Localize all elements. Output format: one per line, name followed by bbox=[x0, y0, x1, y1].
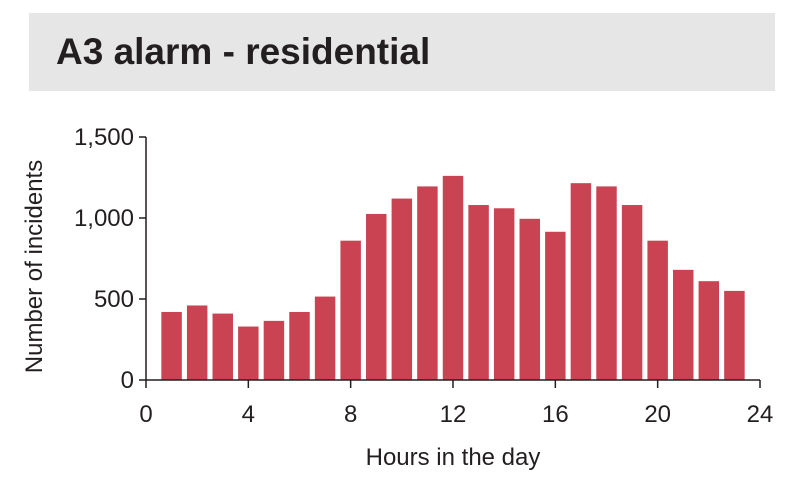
bar bbox=[596, 186, 617, 380]
chart-title: A3 alarm - residential bbox=[56, 31, 431, 72]
bar bbox=[570, 183, 592, 380]
bar bbox=[366, 213, 387, 380]
x-tick-label: 0 bbox=[139, 401, 152, 428]
bars-group bbox=[161, 175, 745, 380]
bar bbox=[468, 205, 489, 380]
bar bbox=[442, 175, 464, 380]
bar bbox=[647, 240, 668, 380]
bar bbox=[621, 205, 643, 380]
x-ticks-group: 0 4 8 12 16 20 24 bbox=[139, 380, 773, 428]
bar bbox=[289, 311, 310, 380]
bar bbox=[391, 198, 413, 380]
bar bbox=[417, 186, 438, 380]
x-axis-title: Hours in the day bbox=[366, 444, 541, 471]
x-tick-label: 20 bbox=[644, 401, 671, 428]
x-tick-label: 12 bbox=[440, 401, 467, 428]
x-tick-label: 8 bbox=[344, 401, 357, 428]
bar bbox=[186, 305, 208, 380]
bar bbox=[263, 320, 285, 380]
y-tick-label: 1,000 bbox=[74, 205, 134, 232]
bar bbox=[698, 281, 720, 380]
bar bbox=[493, 208, 515, 380]
y-axis-title: Number of incidents bbox=[21, 160, 48, 373]
bar bbox=[314, 296, 336, 380]
bar bbox=[724, 290, 745, 380]
y-tick-label: 0 bbox=[121, 367, 134, 394]
y-ticks-group: 0 500 1,000 1,500 bbox=[74, 124, 146, 394]
x-tick-label: 4 bbox=[242, 401, 255, 428]
bar bbox=[212, 313, 233, 380]
bar bbox=[519, 218, 540, 380]
bar bbox=[161, 311, 182, 380]
bar bbox=[673, 269, 694, 380]
x-tick-label: 24 bbox=[747, 401, 774, 428]
title-band: A3 alarm - residential bbox=[29, 13, 775, 91]
x-tick-label: 16 bbox=[542, 401, 569, 428]
y-tick-label: 500 bbox=[94, 286, 134, 313]
bar bbox=[545, 231, 566, 380]
y-tick-label: 1,500 bbox=[74, 124, 134, 151]
bar bbox=[340, 240, 361, 380]
bar bbox=[238, 326, 259, 380]
